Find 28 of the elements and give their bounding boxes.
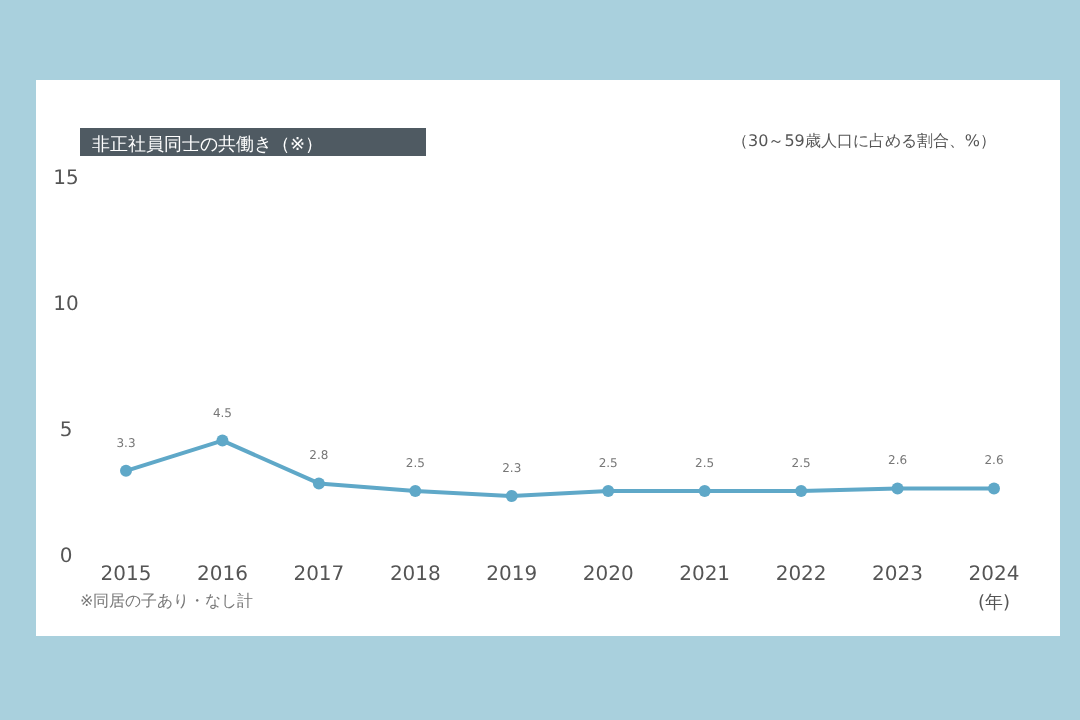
- x-tick-label: 2018: [389, 564, 441, 586]
- y-tick-label: 10: [53, 294, 79, 316]
- x-tick-label: 2015: [100, 564, 152, 586]
- x-tick-label: 2020: [582, 564, 634, 586]
- point: [988, 482, 1000, 495]
- point: [120, 464, 132, 477]
- point: [891, 482, 904, 495]
- x-tick-label: 2019: [486, 564, 538, 586]
- point: [698, 485, 711, 497]
- y-tick-label: 0: [59, 546, 73, 568]
- point: [795, 485, 808, 497]
- point: [312, 477, 325, 490]
- point: [505, 490, 518, 503]
- x-tick-label: 2017: [293, 564, 345, 586]
- x-tick-label: 2024: [968, 564, 1020, 586]
- chart-title: 非正社員同士の共働き（※）: [92, 134, 324, 156]
- x-tick-label: 2023: [872, 564, 924, 586]
- point: [602, 485, 615, 497]
- point: [216, 434, 229, 447]
- x-tick-label: 2021: [679, 564, 731, 586]
- text: ※同居の子あり・なし計: [80, 592, 254, 610]
- x-tick-label: 2022: [775, 564, 827, 586]
- point: [409, 485, 422, 497]
- y-axis-title: （30～59歳人口に占める割合、%）: [732, 132, 996, 150]
- y-tick-label: 15: [53, 168, 79, 190]
- x-tick-label: 2016: [196, 564, 248, 586]
- y-tick-label: 5: [59, 420, 73, 442]
- x-axis-title: (年): [977, 592, 1011, 614]
